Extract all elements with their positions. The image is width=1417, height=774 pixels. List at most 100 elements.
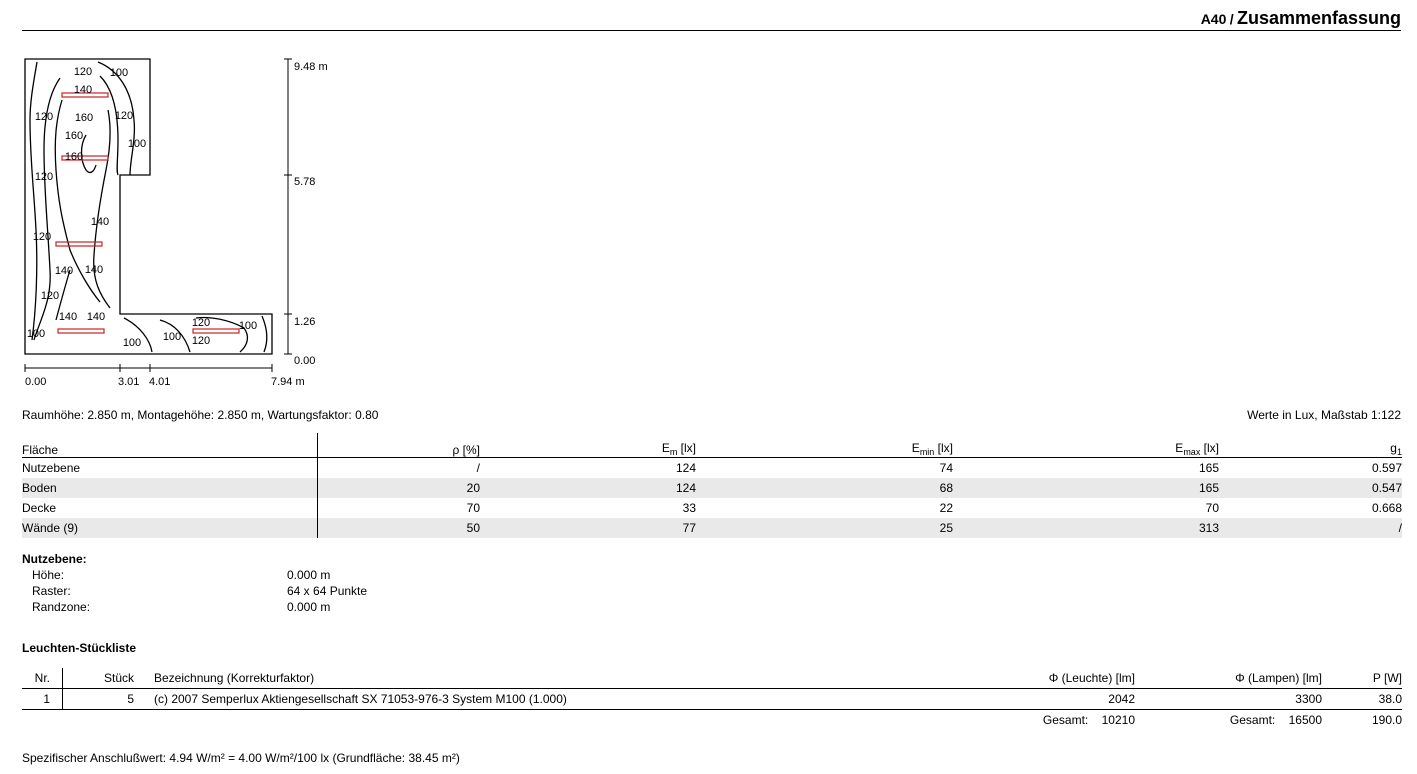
cell-name: Boden: [22, 478, 318, 498]
col-emin: Emin [lx]: [696, 433, 953, 458]
contour-label: 120: [41, 290, 59, 302]
col-em: Em [lx]: [480, 433, 696, 458]
nutzebene-value: 0.000 m: [287, 568, 331, 582]
table-header-row: Nr. Stück Bezeichnung (Korrekturfaktor) …: [22, 668, 1402, 689]
nutzebene-title: Nutzebene:: [22, 552, 87, 566]
contour-line: [195, 316, 249, 353]
y-tick-label: 5.78: [294, 176, 315, 188]
isolux-floor-plan: 120 100 140 120 160 120 160 100 160 120 …: [24, 58, 328, 388]
col-phi-lampen: Φ (Lampen) [lm]: [1135, 668, 1322, 689]
col-stueck: Stück: [62, 668, 134, 689]
luminaire-symbol: [57, 328, 105, 334]
cell-emax: 165: [953, 478, 1219, 498]
contour-label: 120: [115, 110, 133, 122]
table-header-row: Fläche ρ [%] Em [lx] Emin [lx] Emax [lx]…: [22, 433, 1402, 458]
cell-stueck: 5: [62, 688, 134, 710]
contour-line: [99, 75, 119, 176]
nutzebene-label: Raster:: [32, 584, 71, 598]
cell-name: Decke: [22, 498, 318, 518]
totals-row: Gesamt: 10210 Gesamt: 16500 190.0: [22, 710, 1402, 731]
y-tick-label: 1.26: [294, 316, 315, 328]
plan-code: A40: [1200, 11, 1227, 27]
y-tick-label: 9.48 m: [294, 61, 328, 73]
room-outline: [24, 58, 273, 355]
cell-emin: 74: [939, 461, 953, 475]
x-tick-label: 7.94 m: [271, 376, 305, 388]
table-row: Wände (9) 50 77 25 313 /: [22, 518, 1402, 538]
x-tick-label: 3.01: [118, 376, 139, 388]
contour-line: [159, 319, 191, 353]
y-tick-label: 0.00: [294, 355, 315, 367]
contour-label: 100: [239, 320, 257, 332]
luminaire-symbol: [61, 155, 109, 161]
cell-emax: 70: [1205, 501, 1219, 515]
total-label: Gesamt:: [1042, 713, 1089, 727]
page-title-text: Zusammenfassung: [1236, 8, 1401, 28]
contour-label: 160: [75, 112, 93, 124]
nutzebene-value: 0.000 m: [287, 600, 331, 614]
cell-rho: 70: [466, 501, 480, 515]
luminaire-list-title: Leuchten-Stückliste: [22, 641, 137, 655]
table-row: Nutzebene / 124 74 165 0.597: [22, 457, 1402, 478]
contour-label: 160: [65, 151, 83, 163]
cell-emin: 25: [696, 518, 953, 538]
contour-line: [55, 269, 71, 321]
contour-label: 120: [192, 317, 210, 329]
cell-g1: 0.668: [1371, 501, 1402, 515]
cell-phi-leuchte: 2042: [955, 688, 1135, 710]
col-p: P [W]: [1322, 668, 1402, 689]
col-phi-leuchte: Φ (Leuchte) [lm]: [955, 668, 1135, 689]
contour-label: 120: [192, 335, 210, 347]
cell-emax: 165: [1198, 461, 1219, 475]
luminaire-symbol: [55, 241, 103, 247]
contour-label: 160: [65, 130, 83, 142]
cell-em: 33: [682, 501, 696, 515]
specific-connected-load: Spezifischer Anschlußwert: 4.94 W/m² = 4…: [22, 751, 460, 765]
contour-line: [54, 99, 101, 303]
cell-rho: /: [476, 461, 480, 475]
total-value: 16500: [1288, 713, 1322, 727]
contour-label: 140: [85, 264, 103, 276]
total-phi-leuchte: Gesamt: 10210: [955, 710, 1135, 731]
total-power: 190.0: [1371, 713, 1402, 727]
cell-p: 38.0: [1322, 688, 1402, 710]
contour-label: 100: [128, 138, 146, 150]
col-rho: ρ [%]: [317, 433, 480, 458]
cell-g1: 0.547: [1219, 478, 1402, 498]
table-row: Boden 20 124 68 165 0.547: [22, 478, 1402, 498]
cell-g1: 0.597: [1371, 461, 1402, 475]
contour-label: 100: [27, 328, 45, 340]
contour-label: 140: [59, 311, 77, 323]
luminaire-symbol: [61, 92, 109, 98]
contour-label: 140: [87, 311, 105, 323]
nutzebene-label: Randzone:: [32, 600, 91, 614]
total-value: 10210: [1101, 713, 1135, 727]
luminaire-table: Nr. Stück Bezeichnung (Korrekturfaktor) …: [22, 668, 1402, 730]
title-rule: [22, 30, 1401, 31]
cell-emin: 68: [696, 478, 953, 498]
table-row: Decke 70 33 22 70 0.668: [22, 498, 1402, 518]
contour-label: 140: [91, 216, 109, 228]
col-bezeichnung: Bezeichnung (Korrekturfaktor): [134, 668, 955, 689]
contour-line: [33, 77, 61, 341]
cell-emax: 313: [953, 518, 1219, 538]
cell-name: Wände (9): [22, 518, 318, 538]
nutzebene-label: Höhe:: [32, 568, 65, 582]
contour-label: 100: [123, 337, 141, 349]
contour-line: [29, 61, 38, 341]
cell-em: 77: [480, 518, 696, 538]
contour-label: 120: [35, 111, 53, 123]
contour-label: 140: [55, 265, 73, 277]
title-separator: /: [1229, 11, 1234, 27]
contour-line: [261, 315, 268, 353]
contour-label: 120: [74, 66, 92, 78]
scale-note: Werte in Lux, Maßstab 1:122: [1247, 408, 1401, 422]
contour-line: [97, 61, 136, 176]
contour-label: 100: [110, 67, 128, 79]
cell-name: Nutzebene: [22, 457, 318, 478]
cell-em: 124: [675, 461, 696, 475]
page-title: A40 / Zusammenfassung: [1201, 8, 1401, 29]
contour-label: 120: [35, 171, 53, 183]
total-label: Gesamt:: [1229, 713, 1276, 727]
contour-label: 100: [163, 331, 181, 343]
